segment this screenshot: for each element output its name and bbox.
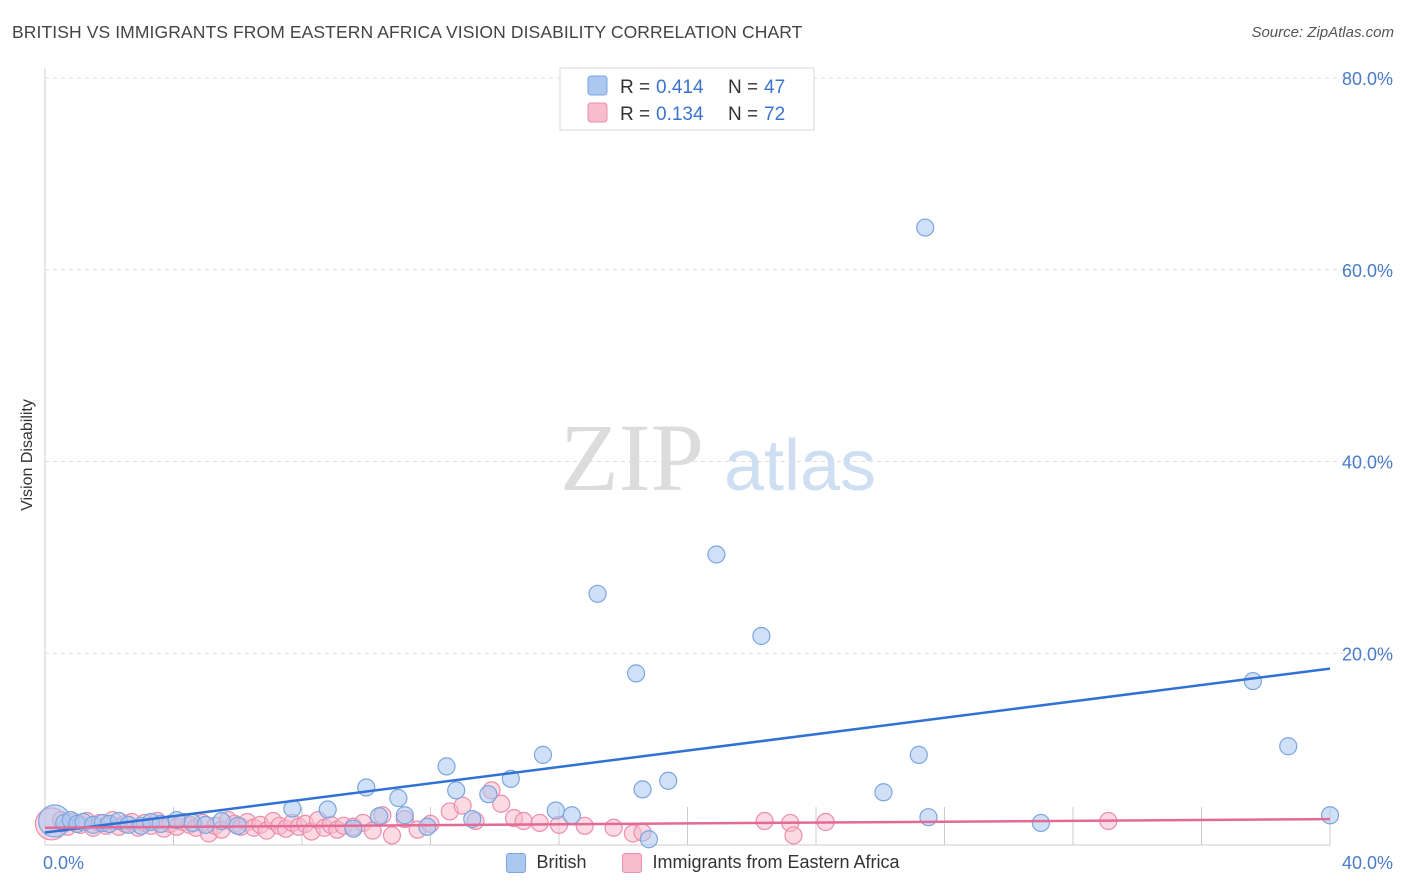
british-point	[659, 771, 678, 790]
british-point	[1320, 806, 1340, 825]
british-point	[479, 785, 498, 804]
british-point	[909, 745, 928, 764]
british-point	[395, 806, 414, 825]
british-point	[389, 788, 408, 808]
legend-n-label-eafrica: N =	[728, 104, 758, 125]
british-point	[1243, 671, 1263, 691]
british-point	[919, 808, 938, 827]
bottom-legend-swatch-british	[506, 852, 527, 873]
british-point	[437, 757, 456, 776]
bottom-legend-item-british: British	[506, 852, 586, 873]
british-point	[546, 801, 565, 820]
eafrica-point	[530, 813, 549, 833]
british-point	[707, 545, 726, 564]
eafrica-point	[514, 811, 533, 831]
trend-lines	[44, 667, 1331, 834]
bottom-legend: British Immigrants from Eastern Africa	[0, 852, 1406, 873]
legend: R = 0.414 N = 47 R = 0.134 N = 72	[559, 67, 815, 131]
british-point	[633, 780, 652, 799]
legend-n-value-british: 47	[764, 77, 785, 98]
eafrica-point	[784, 826, 803, 845]
british-point	[1031, 813, 1050, 833]
british-point	[370, 807, 389, 826]
legend-r-value-british: 0.414	[656, 77, 704, 98]
bottom-legend-label-british: British	[536, 852, 587, 872]
british-point	[874, 783, 893, 802]
legend-n-label-british: N =	[728, 77, 758, 98]
british-point	[562, 806, 581, 825]
legend-r-label-british: R =	[620, 77, 650, 98]
eafrica-point	[575, 816, 594, 835]
british-point	[639, 830, 659, 849]
legend-swatch-british	[587, 75, 608, 96]
legend-r-value-eafrica: 0.134	[656, 104, 704, 125]
british-point	[318, 800, 337, 819]
x-tick-label: 40.0%	[1342, 853, 1393, 873]
eafrica-point	[382, 826, 402, 845]
source-label: Source: ZipAtlas.com	[1251, 24, 1394, 41]
british-point	[916, 218, 935, 237]
watermark: ZIP atlas	[560, 404, 876, 511]
british-point	[752, 626, 771, 646]
british-point	[418, 817, 437, 836]
eafrica-point	[604, 818, 623, 837]
bottom-legend-swatch-eafrica	[622, 852, 643, 873]
legend-r-label-eafrica: R =	[620, 104, 650, 125]
series-british-points	[38, 218, 1340, 849]
british-point	[626, 664, 646, 683]
chart-title: BRITISH VS IMMIGRANTS FROM EASTERN AFRIC…	[12, 22, 803, 42]
eafrica-trend-line	[44, 817, 1331, 829]
y-tick-label: 80.0%	[1342, 69, 1393, 89]
bottom-legend-label-eafrica: Immigrants from Eastern Africa	[652, 852, 900, 872]
legend-n-value-eafrica: 72	[764, 104, 785, 125]
british-trend-line	[44, 667, 1331, 834]
tick-labels: 20.0% 40.0% 60.0% 80.0% 0.0% 40.0%	[43, 69, 1393, 873]
british-point	[463, 810, 482, 829]
y-tick-label: 20.0%	[1342, 644, 1393, 664]
british-point	[447, 781, 466, 800]
british-point	[196, 815, 215, 834]
grid-lines	[45, 77, 1392, 654]
eafrica-point	[453, 796, 472, 815]
eafrica-point	[492, 794, 511, 813]
british-point	[344, 819, 363, 838]
legend-swatch-eafrica	[587, 102, 608, 123]
y-tick-label: 40.0%	[1342, 453, 1393, 473]
watermark-atlas: atlas	[724, 426, 876, 506]
y-tick-label: 60.0%	[1342, 261, 1393, 281]
x-tick-label: 0.0%	[43, 853, 84, 873]
british-point	[588, 584, 607, 603]
watermark-zip: ZIP	[560, 404, 704, 511]
british-point	[1279, 737, 1298, 756]
british-point	[533, 745, 553, 764]
bottom-legend-item-eafrica: Immigrants from Eastern Africa	[622, 852, 900, 873]
eafrica-point	[755, 811, 774, 831]
